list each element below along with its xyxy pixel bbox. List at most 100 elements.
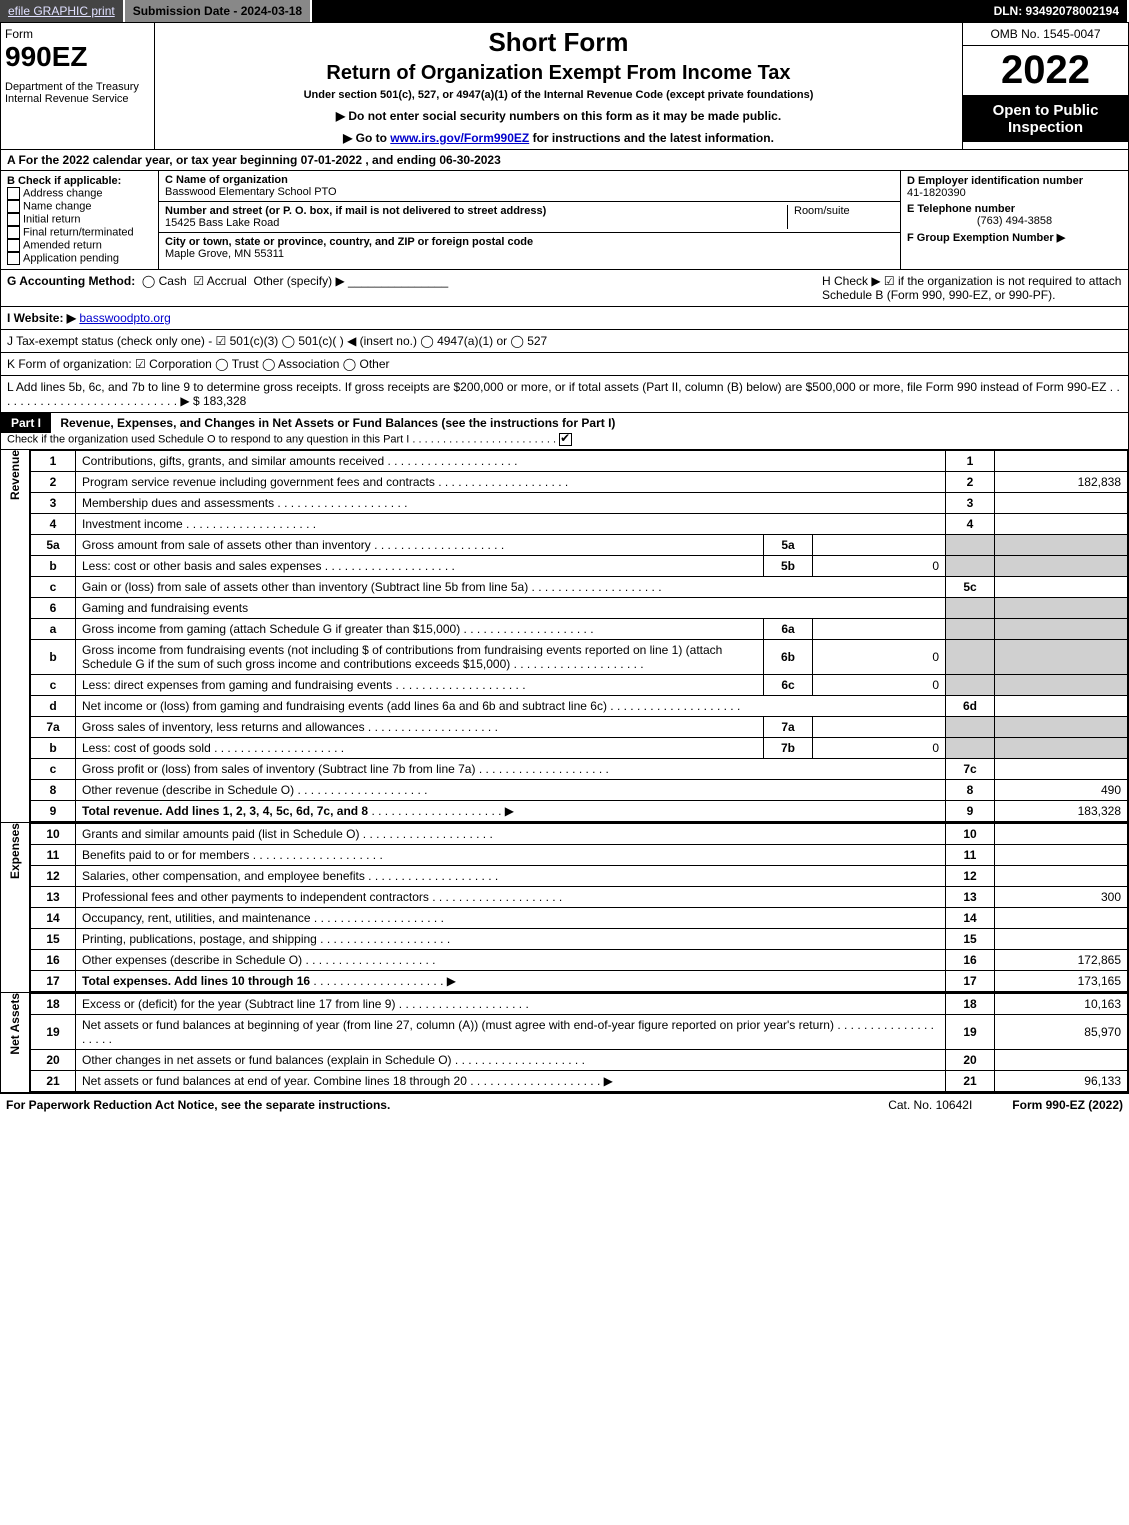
form-id: Form 990-EZ (2022) [1012, 1098, 1123, 1112]
table-row: 17Total expenses. Add lines 10 through 1… [31, 971, 1128, 992]
revenue-section: Revenue 1Contributions, gifts, grants, a… [1, 450, 1128, 823]
part-i-label: Part I [1, 413, 51, 433]
table-row: 2Program service revenue including gover… [31, 472, 1128, 493]
instructions-link-row: ▶ Go to www.irs.gov/Form990EZ for instru… [163, 131, 954, 145]
table-row: 12Salaries, other compensation, and empl… [31, 866, 1128, 887]
box-c: C Name of organizationBasswood Elementar… [159, 171, 901, 269]
schedule-o-check[interactable] [559, 433, 572, 446]
submission-date: Submission Date - 2024-03-18 [125, 0, 312, 22]
city-label: City or town, state or province, country… [165, 236, 533, 248]
box-b-heading: B Check if applicable: [7, 175, 152, 187]
paperwork-notice: For Paperwork Reduction Act Notice, see … [6, 1098, 390, 1112]
table-row: 13Professional fees and other payments t… [31, 887, 1128, 908]
box-b: B Check if applicable: Address change Na… [1, 171, 159, 269]
irs-link[interactable]: www.irs.gov/Form990EZ [390, 131, 529, 145]
header-left: Form 990EZ Department of the Treasury In… [1, 23, 155, 149]
table-row: 3Membership dues and assessments3 [31, 493, 1128, 514]
revenue-table: 1Contributions, gifts, grants, and simil… [30, 450, 1128, 822]
table-row: 15Printing, publications, postage, and s… [31, 929, 1128, 950]
footer: For Paperwork Reduction Act Notice, see … [0, 1094, 1129, 1116]
table-row: 20Other changes in net assets or fund ba… [31, 1050, 1128, 1071]
table-row: 16Other expenses (describe in Schedule O… [31, 950, 1128, 971]
table-row: bLess: cost of goods sold7b0 [31, 738, 1128, 759]
table-row: bLess: cost or other basis and sales exp… [31, 556, 1128, 577]
netassets-section: Net Assets 18Excess or (deficit) for the… [1, 993, 1128, 1093]
dln: DLN: 93492078002194 [986, 0, 1129, 22]
part-i-note: Check if the organization used Schedule … [1, 433, 1128, 449]
part-i-header: Part I Revenue, Expenses, and Changes in… [1, 413, 1128, 450]
line-k: K Form of organization: ☑ Corporation ◯ … [1, 353, 1128, 376]
line-a: A For the 2022 calendar year, or tax yea… [1, 150, 1128, 171]
ein: 41-1820390 [907, 187, 1122, 199]
table-row: cGross profit or (loss) from sales of in… [31, 759, 1128, 780]
table-row: cLess: direct expenses from gaming and f… [31, 675, 1128, 696]
efile-link[interactable]: efile GRAPHIC print [0, 0, 125, 22]
table-row: 6Gaming and fundraising events [31, 598, 1128, 619]
street-label: Number and street (or P. O. box, if mail… [165, 205, 546, 217]
topbar: efile GRAPHIC print Submission Date - 20… [0, 0, 1129, 22]
table-row: 9Total revenue. Add lines 1, 2, 3, 4, 5c… [31, 801, 1128, 822]
netassets-table: 18Excess or (deficit) for the year (Subt… [30, 993, 1128, 1092]
main-title: Return of Organization Exempt From Incom… [163, 62, 954, 85]
line-g-h: G Accounting Method: ◯ Cash ☑ Accrual Ot… [1, 270, 1128, 307]
table-row: bGross income from fundraising events (n… [31, 640, 1128, 675]
table-row: 4Investment income4 [31, 514, 1128, 535]
note2-pre: ▶ Go to [343, 131, 390, 145]
check-initial-return[interactable]: Initial return [7, 213, 152, 226]
expenses-section: Expenses 10Grants and similar amounts pa… [1, 823, 1128, 993]
department: Department of the Treasury Internal Reve… [5, 81, 150, 105]
check-address-change[interactable]: Address change [7, 187, 152, 200]
table-row: 21Net assets or fund balances at end of … [31, 1071, 1128, 1092]
room-suite-label: Room/suite [787, 205, 894, 229]
open-to-public: Open to Public Inspection [963, 96, 1128, 142]
part-i-title: Revenue, Expenses, and Changes in Net As… [54, 413, 621, 433]
table-row: 11Benefits paid to or for members11 [31, 845, 1128, 866]
catalog-number: Cat. No. 10642I [888, 1098, 972, 1112]
form-label: Form [5, 27, 150, 41]
table-row: aGross income from gaming (attach Schedu… [31, 619, 1128, 640]
table-row: 18Excess or (deficit) for the year (Subt… [31, 994, 1128, 1015]
ein-label: D Employer identification number [907, 175, 1122, 187]
check-final-return[interactable]: Final return/terminated [7, 226, 152, 239]
short-form-title: Short Form [163, 27, 954, 58]
omb-number: OMB No. 1545-0047 [963, 23, 1128, 46]
expenses-table: 10Grants and similar amounts paid (list … [30, 823, 1128, 992]
note2-post: for instructions and the latest informat… [529, 131, 774, 145]
header: Form 990EZ Department of the Treasury In… [1, 23, 1128, 150]
table-row: cGain or (loss) from sale of assets othe… [31, 577, 1128, 598]
table-row: 8Other revenue (describe in Schedule O)8… [31, 780, 1128, 801]
ssn-warning: ▶ Do not enter social security numbers o… [163, 109, 954, 123]
revenue-label: Revenue [1, 450, 30, 822]
website-link[interactable]: basswoodpto.org [79, 311, 170, 325]
table-row: 1Contributions, gifts, grants, and simil… [31, 451, 1128, 472]
table-row: dNet income or (loss) from gaming and fu… [31, 696, 1128, 717]
city: Maple Grove, MN 55311 [165, 248, 284, 260]
form-number: 990EZ [5, 41, 150, 73]
info-row: B Check if applicable: Address change Na… [1, 171, 1128, 270]
group-exemption-label: F Group Exemption Number ▶ [907, 231, 1122, 244]
phone: (763) 494-3858 [907, 215, 1122, 227]
check-amended-return[interactable]: Amended return [7, 239, 152, 252]
org-name: Basswood Elementary School PTO [165, 186, 337, 198]
table-row: 19Net assets or fund balances at beginni… [31, 1015, 1128, 1050]
netassets-label: Net Assets [1, 993, 30, 1092]
street: 15425 Bass Lake Road [165, 217, 279, 229]
form-container: Form 990EZ Department of the Treasury In… [0, 22, 1129, 1094]
table-row: 14Occupancy, rent, utilities, and mainte… [31, 908, 1128, 929]
table-row: 10Grants and similar amounts paid (list … [31, 824, 1128, 845]
table-row: 5aGross amount from sale of assets other… [31, 535, 1128, 556]
line-h: H Check ▶ ☑ if the organization is not r… [822, 274, 1122, 302]
header-center: Short Form Return of Organization Exempt… [155, 23, 962, 149]
line-g: G Accounting Method: ◯ Cash ☑ Accrual Ot… [7, 274, 822, 302]
line-i: I Website: ▶ basswoodpto.org [1, 307, 1128, 330]
line-l: L Add lines 5b, 6c, and 7b to line 9 to … [1, 376, 1128, 413]
tax-year: 2022 [963, 46, 1128, 96]
line-j: J Tax-exempt status (check only one) - ☑… [1, 330, 1128, 353]
header-right: OMB No. 1545-0047 2022 Open to Public In… [962, 23, 1128, 149]
check-name-change[interactable]: Name change [7, 200, 152, 213]
subtitle: Under section 501(c), 527, or 4947(a)(1)… [163, 89, 954, 101]
check-application-pending[interactable]: Application pending [7, 252, 152, 265]
table-row: 7aGross sales of inventory, less returns… [31, 717, 1128, 738]
phone-label: E Telephone number [907, 203, 1122, 215]
name-label: C Name of organization [165, 174, 288, 186]
